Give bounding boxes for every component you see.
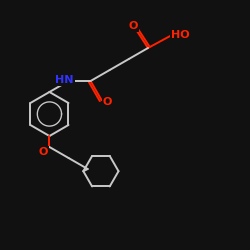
Text: HO: HO	[171, 30, 189, 40]
Text: O: O	[128, 21, 138, 31]
Text: HN: HN	[55, 75, 74, 85]
Text: O: O	[39, 147, 48, 157]
Text: O: O	[103, 97, 112, 107]
